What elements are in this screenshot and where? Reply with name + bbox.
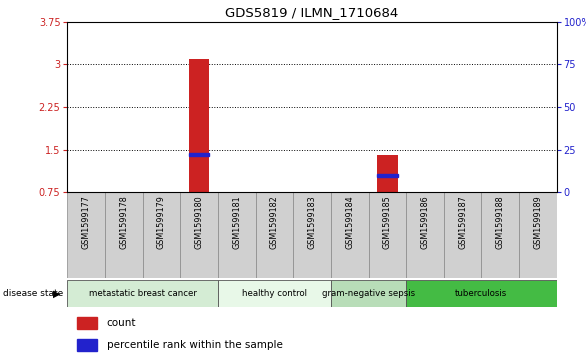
Text: percentile rank within the sample: percentile rank within the sample bbox=[107, 340, 282, 350]
Text: gram-negative sepsis: gram-negative sepsis bbox=[322, 289, 415, 298]
Bar bbox=[331, 280, 406, 307]
Bar bbox=[67, 280, 218, 307]
Text: GSM1599182: GSM1599182 bbox=[270, 195, 279, 249]
Bar bbox=[482, 192, 519, 278]
Title: GDS5819 / ILMN_1710684: GDS5819 / ILMN_1710684 bbox=[226, 6, 398, 19]
Bar bbox=[180, 192, 218, 278]
Text: GSM1599185: GSM1599185 bbox=[383, 195, 392, 249]
Bar bbox=[189, 59, 209, 192]
Bar bbox=[406, 192, 444, 278]
Text: GSM1599184: GSM1599184 bbox=[345, 195, 354, 249]
Bar bbox=[77, 317, 97, 329]
Text: GSM1599183: GSM1599183 bbox=[308, 195, 316, 249]
Bar bbox=[67, 192, 105, 278]
Bar bbox=[255, 192, 293, 278]
Text: disease state: disease state bbox=[3, 289, 63, 298]
Bar bbox=[142, 192, 180, 278]
Bar bbox=[218, 280, 331, 307]
Bar bbox=[77, 339, 97, 351]
Text: GSM1599178: GSM1599178 bbox=[120, 195, 128, 249]
Text: GSM1599180: GSM1599180 bbox=[195, 195, 203, 249]
Bar bbox=[293, 192, 331, 278]
Bar bbox=[369, 192, 406, 278]
Bar bbox=[377, 174, 398, 177]
Bar bbox=[377, 155, 398, 192]
Text: tuberculosis: tuberculosis bbox=[455, 289, 507, 298]
Text: GSM1599181: GSM1599181 bbox=[232, 195, 241, 249]
Text: GSM1599179: GSM1599179 bbox=[157, 195, 166, 249]
Bar bbox=[189, 152, 209, 156]
Text: GSM1599189: GSM1599189 bbox=[533, 195, 543, 249]
Text: GSM1599187: GSM1599187 bbox=[458, 195, 467, 249]
Text: metastatic breast cancer: metastatic breast cancer bbox=[88, 289, 197, 298]
Text: count: count bbox=[107, 318, 136, 328]
Bar bbox=[406, 280, 557, 307]
Bar bbox=[519, 192, 557, 278]
Bar bbox=[218, 192, 255, 278]
Text: GSM1599177: GSM1599177 bbox=[81, 195, 91, 249]
Bar bbox=[444, 192, 482, 278]
Text: GSM1599186: GSM1599186 bbox=[421, 195, 430, 249]
Text: GSM1599188: GSM1599188 bbox=[496, 195, 505, 249]
Bar bbox=[331, 192, 369, 278]
Bar bbox=[105, 192, 142, 278]
Text: healthy control: healthy control bbox=[242, 289, 307, 298]
Text: ▶: ▶ bbox=[53, 288, 60, 298]
